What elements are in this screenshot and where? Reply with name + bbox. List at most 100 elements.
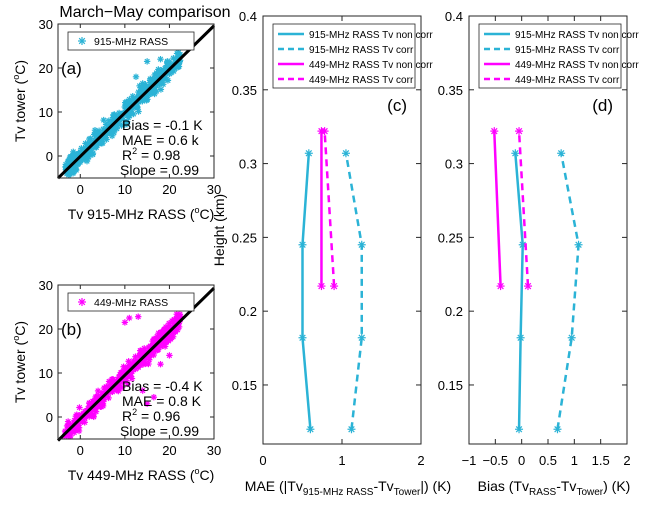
x-tick-label: 0 — [77, 443, 84, 458]
series-line — [514, 153, 524, 430]
panel-d-bias-profile: −1 −0.5 0 0.5 1 1.5 2 0.15 0.2 0.25 0.3 0.35 0.4 915-… — [438, 9, 640, 498]
scatter-point — [157, 343, 165, 350]
series-1 — [298, 149, 315, 434]
x-tick-label: 2 — [417, 453, 424, 468]
data-point — [304, 149, 313, 158]
scatter-point — [175, 49, 182, 56]
x-tick-label: 0 — [518, 453, 525, 468]
y-tick-label: 0.4 — [445, 9, 463, 24]
series-2 — [341, 149, 366, 434]
scatter-point — [122, 101, 129, 109]
legend-label: 449-MHz RASS Tv non corr — [515, 60, 639, 71]
scatter-point — [136, 352, 143, 359]
scatter-point — [132, 103, 140, 110]
mae-stat: MAE = 0.6 k — [122, 132, 200, 148]
scatter-point — [139, 80, 146, 87]
y-axis-label: Tv tower (oC) — [11, 321, 28, 403]
panel-label: (a) — [61, 59, 82, 78]
scatter-point — [150, 394, 158, 401]
data-point — [557, 149, 566, 158]
scatter-point — [157, 86, 165, 93]
data-point — [515, 127, 524, 136]
series-4 — [320, 127, 339, 291]
panel-b-scatter: 0 10 20 30 0 10 20 30 (b) 449-MHz RASS Bias = -0.4… — [11, 278, 221, 483]
series-line — [556, 153, 580, 430]
data-point — [496, 282, 505, 291]
panel-label: (c) — [387, 96, 407, 115]
series-line — [323, 131, 336, 287]
data-point — [515, 425, 524, 434]
scatter-point — [126, 96, 133, 103]
series-4 — [515, 127, 532, 291]
scatter-point — [89, 149, 97, 157]
scatter-point — [105, 117, 113, 124]
legend-label: 449-MHz RASS — [94, 297, 168, 309]
panel-label: (d) — [592, 96, 613, 115]
y-axis-label: Height (km) — [211, 194, 227, 266]
bias-stat: Bias = -0.1 K — [122, 117, 203, 133]
scatter-point — [173, 315, 180, 323]
scatter-point — [157, 361, 164, 368]
y-tick-label: 10 — [39, 105, 53, 120]
legend-label: 915-MHz RASS Tv non corr — [515, 30, 639, 41]
y-tick-label: 0.15 — [438, 378, 463, 393]
data-point — [357, 333, 366, 342]
series-line — [301, 153, 312, 430]
data-point — [330, 282, 339, 291]
axes-frame — [57, 284, 215, 440]
x-tick-label: 30 — [207, 443, 221, 458]
y-tick-label: 0 — [46, 149, 53, 164]
legend-label: 449-MHz RASS Tv non corr — [309, 60, 433, 71]
scatter-point — [81, 155, 88, 162]
x-tick-label: 20 — [162, 182, 176, 197]
scatter-point — [92, 393, 99, 401]
bias-stat: Bias = -0.4 K — [122, 378, 203, 394]
scatter-point — [91, 131, 98, 138]
series-line — [493, 131, 502, 287]
scatter-point — [123, 121, 131, 128]
data-point — [553, 425, 562, 434]
legend: 915-MHz RASS Tv non corr 915-MHz RASS Tv … — [478, 23, 639, 89]
legend-label: 915-MHz RASS Tv corr — [515, 45, 620, 56]
slope-stat: Slope = 0.99 — [120, 423, 199, 439]
x-tick-label: 0 — [77, 182, 84, 197]
data-point — [567, 333, 576, 342]
y-tick-label: 0.2 — [239, 304, 257, 319]
legend-label: 915-MHz RASS — [94, 36, 168, 48]
scatter-point — [111, 111, 118, 118]
y-tick-label: 30 — [39, 278, 53, 293]
panel-c-mae-profile: 0 1 2 0.15 0.2 0.25 0.3 0.35 0.4 915-MHz RASS Tv … — [211, 9, 451, 498]
series-3 — [490, 127, 505, 291]
x-tick-label: 0 — [259, 453, 266, 468]
r2-stat: R2 = 0.98 — [122, 146, 181, 163]
scatter-point — [164, 59, 171, 66]
scatter-point — [157, 56, 164, 63]
scatter-point — [91, 127, 99, 134]
x-axis-label: Tv 915-MHz RASS (oC) — [68, 205, 215, 222]
y-tick-label: 0.35 — [438, 83, 463, 98]
scatter-point — [156, 80, 163, 88]
x-tick-label: 10 — [118, 182, 132, 197]
data-point — [523, 282, 532, 291]
legend-marker — [78, 298, 86, 306]
scatter-point — [64, 418, 72, 425]
legend-box — [67, 292, 195, 312]
y-tick-label: 20 — [39, 322, 53, 337]
y-tick-label: 0.2 — [445, 304, 463, 319]
x-tick-label: 10 — [118, 443, 132, 458]
slope-stat: Slope = 0.99 — [120, 162, 199, 178]
legend-box — [67, 31, 195, 51]
scatter-point — [175, 323, 183, 331]
y-axis-label: Tv tower (oC) — [11, 60, 28, 142]
scatter-point — [70, 151, 77, 158]
panel-label: (b) — [61, 320, 82, 339]
x-tick-label: 30 — [207, 182, 221, 197]
legend: 915-MHz RASS — [67, 31, 195, 51]
scatter-point — [143, 400, 151, 407]
fit-line — [56, 287, 216, 442]
y-tick-label: 0.3 — [445, 157, 463, 172]
x-tick-label: 2 — [623, 453, 630, 468]
x-axis-label: Bias (TvRASS-TvTower) (K) — [478, 478, 631, 498]
